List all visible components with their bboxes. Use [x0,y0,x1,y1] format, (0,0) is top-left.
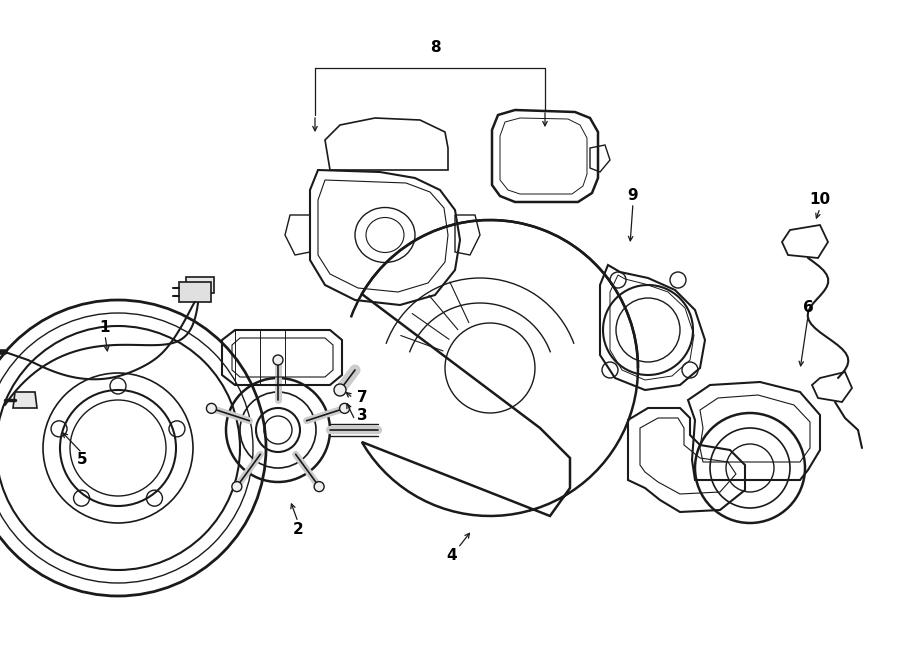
Polygon shape [186,277,214,293]
Text: 6: 6 [803,301,814,316]
Polygon shape [13,392,37,408]
Text: 4: 4 [446,547,457,563]
Polygon shape [179,282,211,302]
Circle shape [334,384,346,396]
Text: 5: 5 [76,453,87,467]
Text: 10: 10 [809,193,831,207]
Circle shape [206,403,216,413]
Text: 2: 2 [292,522,303,538]
Text: 9: 9 [627,187,638,203]
Text: 3: 3 [356,408,367,422]
Circle shape [232,482,242,492]
Circle shape [314,482,324,492]
Text: 1: 1 [100,320,110,336]
Text: 8: 8 [429,40,440,56]
Circle shape [339,403,349,413]
Circle shape [273,355,283,365]
Text: 7: 7 [356,391,367,406]
